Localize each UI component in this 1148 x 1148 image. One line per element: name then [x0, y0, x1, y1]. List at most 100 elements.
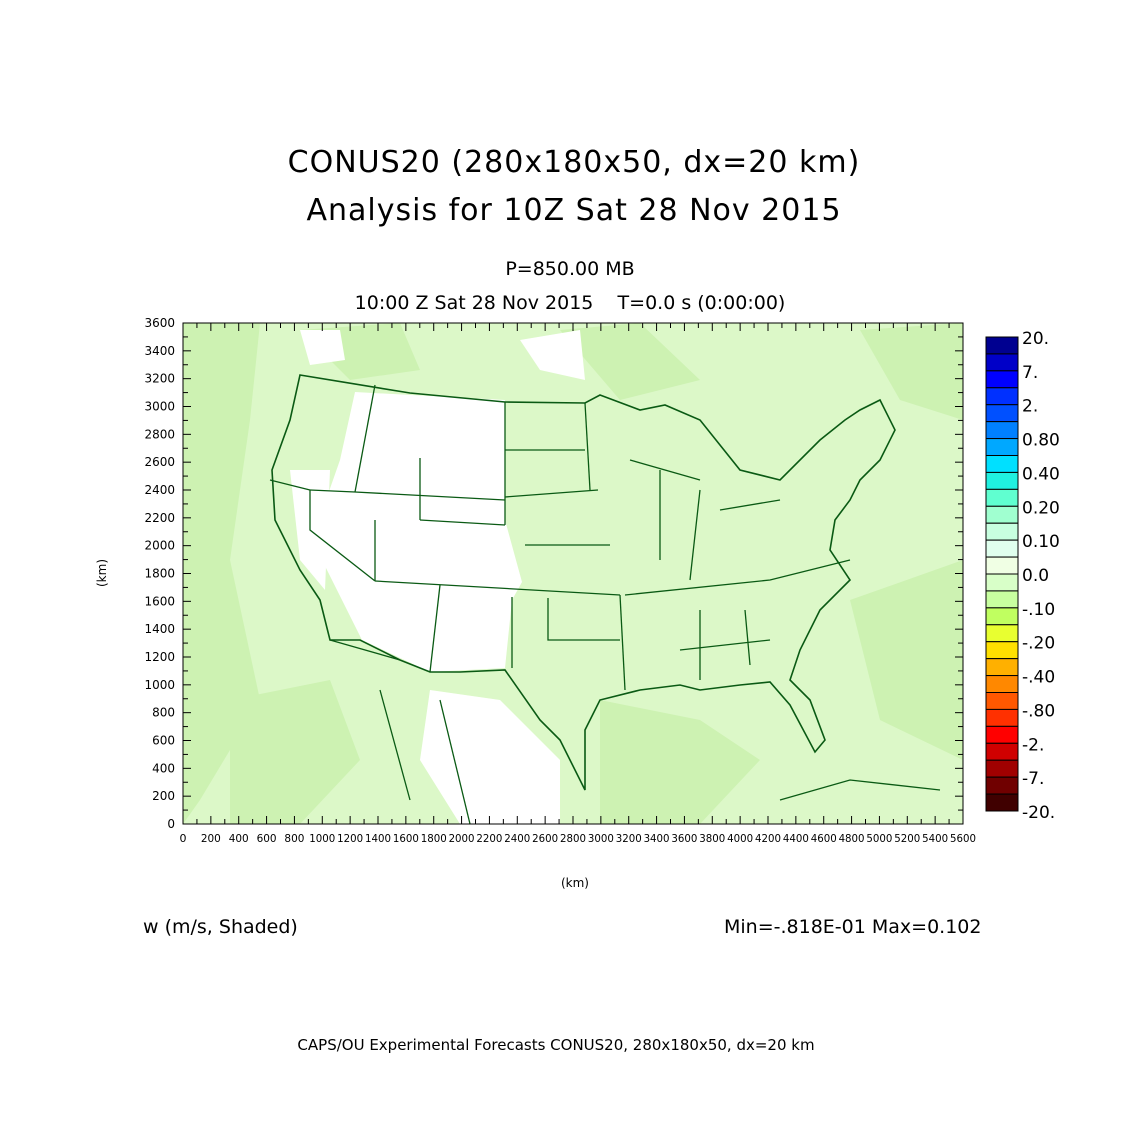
y-tick-label: 200: [152, 789, 175, 803]
y-tick-label: 1200: [144, 650, 175, 664]
colorbar-swatch: [985, 522, 1019, 541]
field-white-region: [300, 330, 345, 365]
x-tick-label: 2400: [504, 832, 530, 845]
colorbar-swatch: [985, 556, 1019, 575]
colorbar-swatch: [985, 353, 1019, 372]
x-tick-label: 4600: [811, 832, 837, 845]
colorbar-label: 0.80: [1022, 431, 1060, 451]
y-tick-label: 1600: [144, 594, 175, 608]
colorbar-swatch: [985, 421, 1019, 440]
colorbar-label: 20.: [1022, 329, 1049, 349]
colorbar-swatch: [985, 776, 1019, 795]
y-tick-label: 0: [167, 817, 175, 831]
boundary-line: [329, 639, 401, 661]
conus-outline: [271, 374, 896, 791]
boundary-line: [374, 580, 621, 596]
y-tick-label: 3400: [144, 344, 175, 358]
colorbar-label: 2.: [1022, 397, 1038, 417]
x-tick-label: 2200: [476, 832, 502, 845]
boundary-line: [779, 779, 941, 801]
x-tick-label: 2800: [560, 832, 586, 845]
variable-label: w (m/s, Shaded): [143, 916, 298, 938]
colorbar-swatch: [985, 793, 1019, 812]
colorbar-label: -20.: [1022, 803, 1055, 823]
colorbar-swatch: [985, 708, 1019, 727]
axes: 0 200 400 600 800 1000 1200 1400 1600 1800 2000 220…: [144, 316, 976, 845]
colorbar-swatch: [985, 658, 1019, 677]
boundary-line: [584, 402, 591, 491]
x-tick-label: 3200: [616, 832, 642, 845]
field-patch: [560, 323, 700, 400]
x-tick-label: 400: [229, 832, 249, 845]
colorbar-swatch: [985, 336, 1019, 355]
x-tick-label: 800: [284, 832, 304, 845]
colorbar-label: 7.: [1022, 363, 1038, 383]
boundary-line: [309, 489, 356, 493]
y-tick-label: 1000: [144, 678, 175, 692]
y-tick-label: 2800: [144, 427, 175, 441]
x-tick-label: 2000: [449, 832, 475, 845]
colorbar-label: -2.: [1022, 735, 1044, 755]
colorbar-swatch: [985, 759, 1019, 778]
y-tick-label: 2000: [144, 539, 175, 553]
colorbar-swatch: [985, 641, 1019, 660]
x-tick-label: 5000: [866, 832, 892, 845]
x-tick-label: 5200: [894, 832, 920, 845]
y-tick-label: 2600: [144, 455, 175, 469]
boundary-line: [624, 559, 851, 596]
boundary-line: [629, 459, 701, 481]
x-tick-label: 600: [257, 832, 277, 845]
title-line-1: CONUS20 (280x180x50, dx=20 km): [287, 145, 861, 180]
colorbar-label: 0.40: [1022, 464, 1060, 484]
x-tick-label: 2600: [532, 832, 558, 845]
field-patch: [860, 323, 963, 420]
credit-line: CAPS/OU Experimental Forecasts CONUS20, …: [297, 1036, 815, 1054]
field-patch: [230, 680, 360, 824]
boundary-line: [619, 594, 626, 691]
colorbar-label: 0.10: [1022, 532, 1060, 552]
boundary-line: [379, 689, 411, 801]
colorbar-swatch: [985, 675, 1019, 693]
pressure-level: P=850.00 MB: [505, 258, 635, 280]
colorbar-swatch: [985, 624, 1019, 643]
colorbar-swatch: [985, 438, 1019, 457]
field-white-region: [312, 392, 522, 672]
x-tick-label: 4400: [783, 832, 809, 845]
x-tick-label: 1200: [337, 832, 363, 845]
boundary-line: [689, 489, 701, 581]
x-tick-label: 3000: [588, 832, 614, 845]
field-white-region: [420, 690, 560, 824]
boundary-line: [429, 584, 441, 673]
valid-time: 10:00 Z Sat 28 Nov 2015 T=0.0 s (0:00:00…: [354, 292, 786, 314]
y-axis-label: (km): [95, 559, 109, 587]
x-tick-label: 4000: [727, 832, 753, 845]
y-tick-label: 800: [152, 706, 175, 720]
x-tick-label: 3800: [699, 832, 725, 845]
colorbar: 20. 7. 2. 0.80 0.40 0.20 0.10 0.0 -.10 -.20 -.40 -.…: [985, 329, 1060, 823]
colorbar-swatch: [985, 725, 1019, 744]
colorbar-swatch: [985, 505, 1019, 524]
colorbar-label: -.80: [1022, 701, 1055, 721]
boundary-line: [309, 490, 376, 582]
boundary-line: [269, 479, 311, 491]
colorbar-label: -.40: [1022, 668, 1055, 688]
x-tick-label: 3600: [671, 832, 697, 845]
field-white-region: [520, 330, 585, 380]
field-patch: [850, 560, 963, 760]
boundary-line: [547, 598, 620, 641]
colorbar-swatch: [985, 742, 1019, 761]
colorbar-label: -.10: [1022, 600, 1055, 620]
boundary-line: [419, 519, 506, 526]
y-tick-label: 600: [152, 734, 175, 748]
field-patch: [600, 700, 760, 824]
boundary-line: [719, 499, 781, 511]
y-tick-label: 3000: [144, 400, 175, 414]
x-tick-label: 1000: [309, 832, 335, 845]
x-tick-label: 4200: [755, 832, 781, 845]
colorbar-label: 0.0: [1022, 566, 1049, 586]
x-tick-label: 200: [201, 832, 221, 845]
colorbar-swatch: [985, 455, 1019, 473]
y-tick-label: 3200: [144, 372, 175, 386]
x-tick-label: 5400: [922, 832, 948, 845]
